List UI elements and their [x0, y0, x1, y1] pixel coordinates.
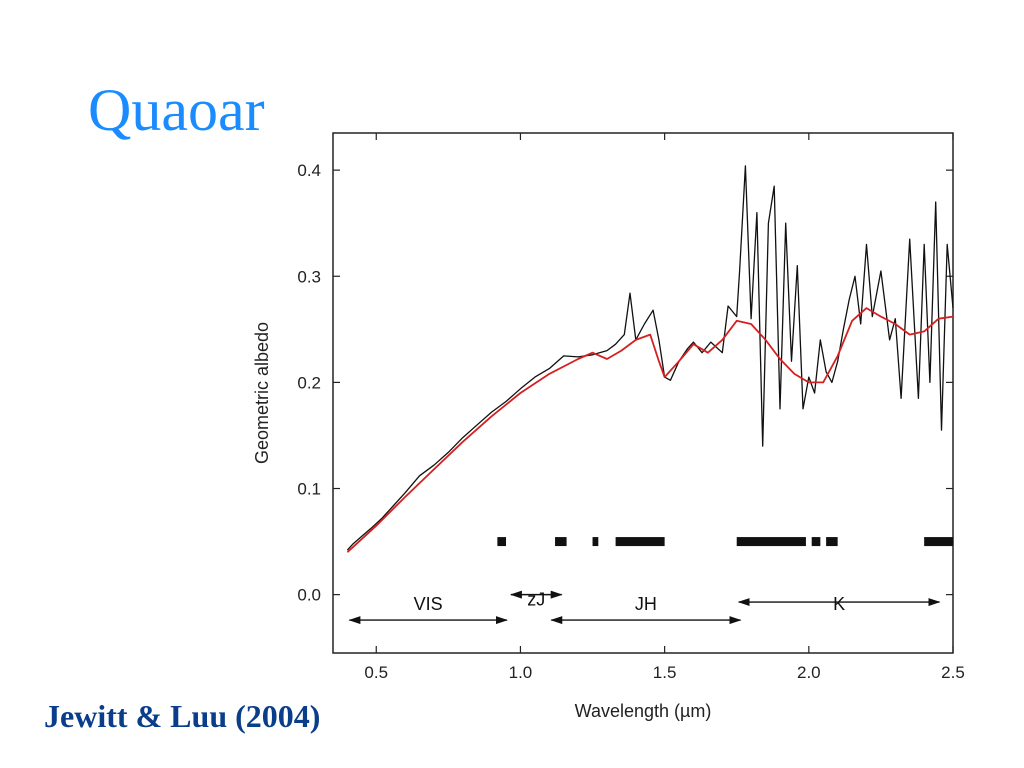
slide-title: Quaoar: [88, 77, 265, 143]
citation: Jewitt & Luu (2004): [44, 698, 321, 734]
plot-frame: [332, 132, 954, 654]
x-tick-label: 1.0: [509, 663, 533, 682]
x-tick-label: 1.5: [653, 663, 677, 682]
axis-ticks: 0.5 1.0 1.5 2.0 2.5 0.0 0.1 0.2 0.3 0.4: [297, 133, 965, 682]
band-annotations: VIS zJ JH K: [348, 590, 941, 625]
y-axis-label: Geometric albedo: [252, 322, 272, 464]
raw-spectrum-line: [346, 165, 954, 551]
spectrum-series: [346, 165, 954, 553]
x-tick-label: 2.5: [941, 663, 965, 682]
absorption-bar: [497, 537, 507, 547]
absorption-bars: [497, 537, 953, 547]
y-tick-label: 0.3: [297, 267, 321, 286]
absorption-bar: [924, 537, 953, 547]
absorption-bar: [615, 537, 665, 547]
band-label: JH: [635, 594, 657, 614]
smoothed-spectrum-line: [346, 307, 954, 553]
band-label: VIS: [414, 594, 443, 614]
y-tick-label: 0.0: [297, 586, 321, 605]
band-label: K: [833, 594, 845, 614]
x-tick-label: 2.0: [797, 663, 821, 682]
absorption-bar: [736, 537, 806, 547]
y-tick-label: 0.2: [297, 373, 321, 392]
y-tick-label: 0.1: [297, 480, 321, 499]
absorption-bar: [555, 537, 567, 547]
absorption-bar: [811, 537, 821, 547]
absorption-bar: [826, 537, 838, 547]
absorption-bar: [592, 537, 599, 547]
x-tick-label: 0.5: [364, 663, 388, 682]
y-tick-label: 0.4: [297, 161, 321, 180]
band-label: zJ: [527, 590, 545, 610]
x-axis-label: Wavelength (µm): [575, 701, 712, 721]
